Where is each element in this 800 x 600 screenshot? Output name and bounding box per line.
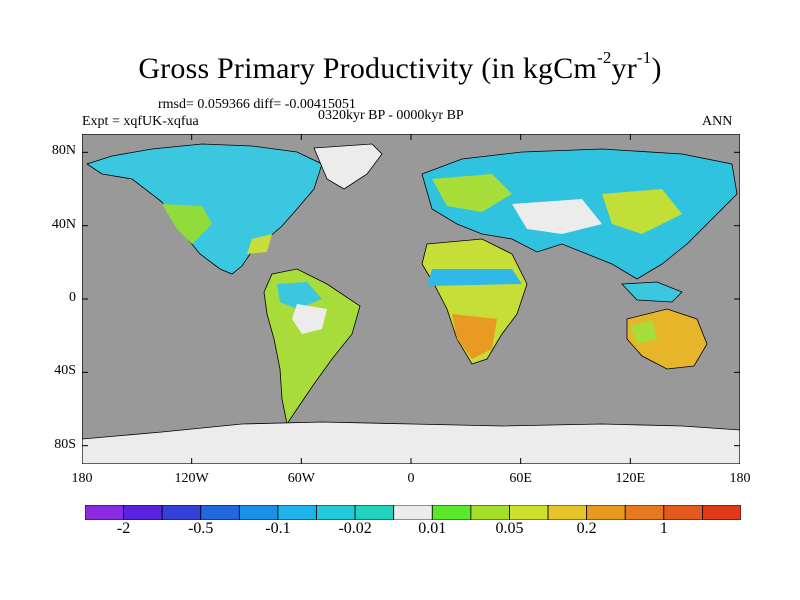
lon-tick-label: 60W (287, 471, 315, 486)
lon-tick-label: 120E (615, 471, 646, 486)
colorbar-segment (123, 505, 163, 520)
colorbar-label: 0.2 (576, 520, 597, 537)
colorbar-label: -0.1 (265, 520, 291, 537)
colorbar-segment (663, 505, 703, 520)
chart-title: Gross Primary Productivity (in kgCm-2yr-… (138, 48, 662, 85)
colorbar-segment (316, 505, 356, 520)
colorbar-label: -0.5 (188, 520, 214, 537)
colorbar-segment (547, 505, 588, 520)
lon-tick-label: 180 (729, 471, 751, 486)
colorbar-label: -2 (116, 520, 131, 537)
australia-green (630, 320, 657, 344)
colorbar-label: 0.05 (495, 520, 524, 537)
colorbar-segment (431, 505, 472, 520)
colorbar-label: 0.01 (418, 520, 447, 537)
colorbar-segment (509, 505, 549, 520)
lon-tick-label: 60E (509, 471, 532, 486)
africa-blue-band (427, 269, 522, 286)
north-america-green (162, 204, 212, 244)
south-america-white (292, 304, 327, 334)
lat-tick-label: 40N (51, 216, 76, 232)
indonesia-land (621, 281, 683, 303)
eurasia-green (432, 174, 512, 212)
colorbar-segment (85, 505, 124, 520)
colorbar-segment (238, 505, 279, 520)
lon-tick-label: 180 (71, 471, 93, 486)
colorbar-segment (393, 505, 433, 520)
colorbar-segment (702, 505, 741, 520)
rmsd-diff-label: rmsd= 0.059366 diff= -0.00415051 (158, 97, 356, 112)
gpp-map (82, 134, 740, 464)
colorbar-segment (470, 505, 510, 520)
colorbar-segment (586, 505, 626, 520)
eurasia-green-2 (602, 189, 682, 234)
lat-tick-label: 80N (51, 143, 76, 159)
experiment-label: Expt = xqfUK-xqfua (82, 114, 199, 129)
greenland-land (313, 143, 383, 190)
colorbar-segment (277, 505, 317, 520)
antarctica-land (82, 421, 740, 464)
lat-tick-label: 0 (69, 290, 76, 305)
period-label: 0320kyr BP - 0000kyr BP (318, 108, 464, 123)
map-ticks (82, 134, 740, 464)
lat-tick-label: 80S (54, 436, 76, 452)
colorbar-segment (354, 505, 395, 520)
north-america-green-2 (247, 234, 272, 254)
colorbar-segment (161, 505, 202, 520)
south-america-blue (277, 282, 322, 309)
colorbar-label: -0.02 (338, 520, 372, 537)
colorbar-label: 1 (659, 520, 668, 537)
africa-orange (452, 314, 497, 359)
colorbar-segment (624, 505, 665, 520)
eurasia-white (512, 199, 602, 234)
lon-tick-label: 0 (407, 471, 415, 486)
south-america-land (263, 268, 361, 426)
colorbar-segment (200, 505, 240, 520)
season-label: ANN (702, 114, 733, 129)
lon-tick-label: 120W (174, 471, 209, 486)
lat-tick-label: 40S (54, 363, 76, 379)
colorbar (85, 505, 741, 520)
